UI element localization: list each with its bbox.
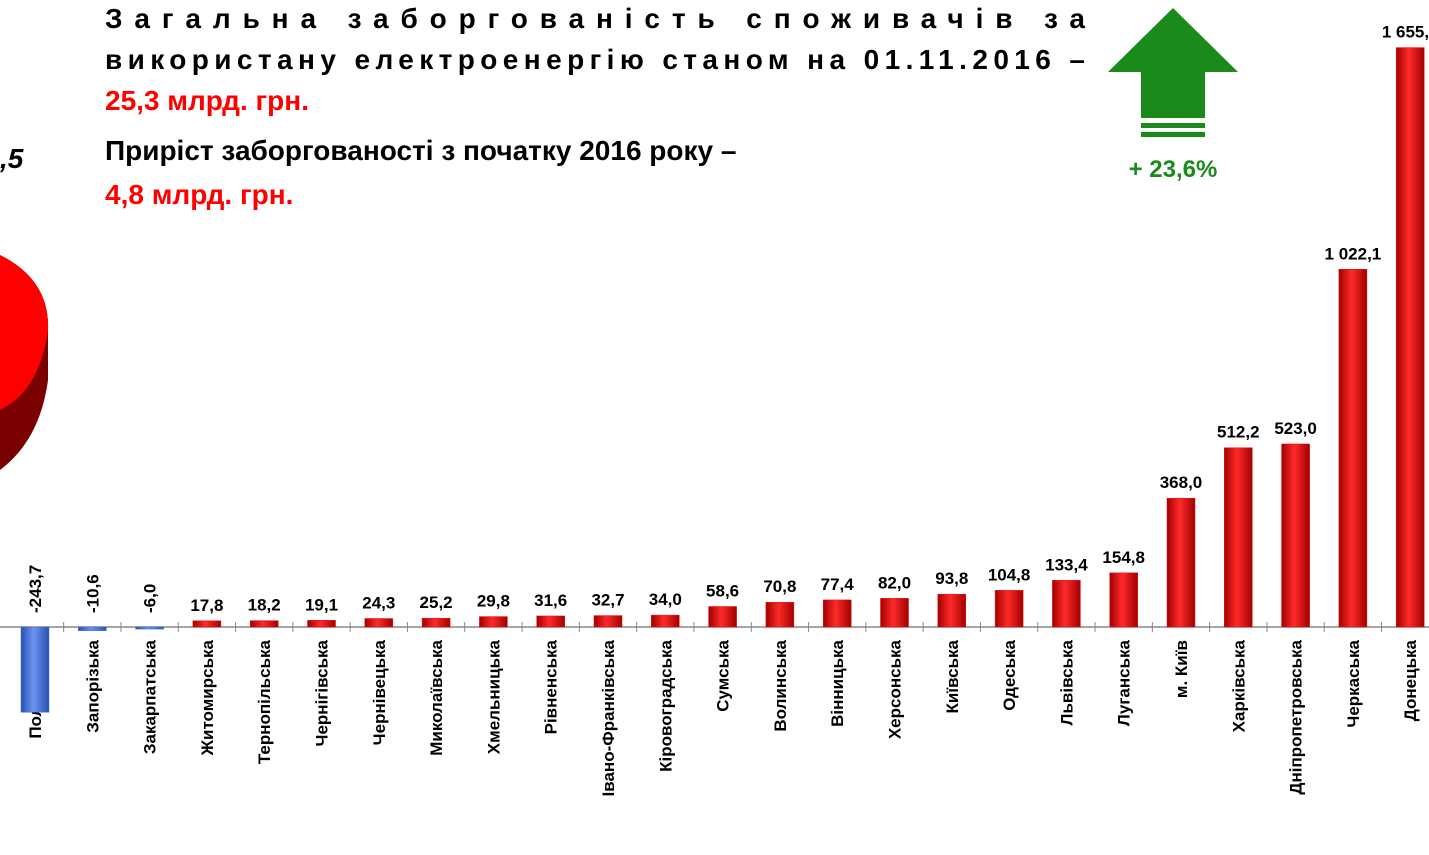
heading-line: Приріст заборгованості з початку 2016 ро… xyxy=(105,135,736,166)
bar xyxy=(192,620,222,628)
heading-growth: 4,8 млрд. грн. xyxy=(105,179,293,210)
x-tick-label: Сумська xyxy=(714,639,733,711)
value-label: 31,6 xyxy=(534,591,567,610)
value-label: 17,8 xyxy=(190,596,223,615)
value-label: 77,4 xyxy=(821,575,855,594)
x-tick-label: Черкаська xyxy=(1344,639,1363,727)
bar xyxy=(1166,497,1196,628)
value-label: 34,0 xyxy=(649,590,682,609)
bar xyxy=(1395,47,1425,628)
value-label: 523,0 xyxy=(1274,419,1317,438)
x-tick-label: Житомирська xyxy=(198,639,217,756)
value-label: 19,1 xyxy=(305,595,338,614)
bar xyxy=(822,599,852,628)
x-tick-label: Чернігівська xyxy=(313,639,332,746)
value-label: -10,6 xyxy=(83,574,102,613)
bar xyxy=(1109,572,1138,628)
x-tick-label: Кіровоградська xyxy=(656,639,675,771)
pie-fragment xyxy=(0,255,49,470)
bar xyxy=(1224,447,1253,628)
left-fragment: ,5 xyxy=(0,143,24,174)
x-tick-label: м. Київ xyxy=(1172,640,1191,698)
bar xyxy=(708,606,737,628)
x-tick-label: Тернопільська xyxy=(255,639,274,764)
x-tick-label: Івано-Франківська xyxy=(599,639,618,796)
value-label: 368,0 xyxy=(1160,473,1203,492)
bar xyxy=(479,616,508,628)
value-label: 133,4 xyxy=(1045,555,1088,574)
x-tick-label: Чернівецька xyxy=(370,639,389,745)
value-label: 32,7 xyxy=(591,591,624,610)
x-tick-label: Київська xyxy=(943,639,962,713)
growth-percent: + 23,6% xyxy=(1129,156,1218,183)
bar xyxy=(1338,269,1368,628)
x-tick-label: Хмельницька xyxy=(484,639,503,754)
value-label: 24,3 xyxy=(362,593,395,612)
bar xyxy=(307,620,336,628)
bar xyxy=(593,615,623,628)
x-tick-label: Вінницька xyxy=(828,639,847,726)
x-tick-label: Волинська xyxy=(771,639,790,731)
x-tick-label: Донецька xyxy=(1401,639,1420,721)
bar xyxy=(20,626,50,713)
bar xyxy=(135,626,164,630)
bar xyxy=(765,601,795,628)
bar xyxy=(364,618,394,628)
bar xyxy=(1052,580,1081,628)
value-label: 29,8 xyxy=(477,592,510,611)
value-label: 1 022,1 xyxy=(1325,244,1382,263)
x-tick-label: Львівська xyxy=(1057,639,1076,725)
bar xyxy=(994,590,1024,628)
x-tick-label: Дніпропетровська xyxy=(1287,639,1306,794)
value-label: 70,8 xyxy=(763,577,796,596)
value-label: 58,6 xyxy=(706,581,739,600)
bar xyxy=(880,598,909,628)
value-label: 25,2 xyxy=(420,593,453,612)
value-label: -243,7 xyxy=(26,565,45,613)
x-tick-label: Запорізька xyxy=(83,639,102,732)
x-tick-label: Одеська xyxy=(1000,639,1019,710)
value-label: -6,0 xyxy=(141,584,160,613)
x-tick-label: Закарпатська xyxy=(141,639,160,754)
bar xyxy=(536,615,565,628)
bar xyxy=(651,614,680,628)
x-tick-label: Херсонська xyxy=(886,639,905,739)
value-label: 154,8 xyxy=(1102,548,1145,567)
heading-line: Загальна заборгованість споживачів за xyxy=(105,3,1085,34)
bar xyxy=(1281,443,1310,628)
bar xyxy=(421,617,451,628)
bar xyxy=(78,626,107,631)
x-tick-label: Рівненська xyxy=(542,639,561,734)
bar xyxy=(249,620,279,628)
heading-total: 25,3 млрд. грн. xyxy=(105,85,309,116)
value-label: 93,8 xyxy=(935,569,968,588)
x-tick-label: Луганська xyxy=(1115,639,1134,726)
value-label: 104,8 xyxy=(988,565,1031,584)
x-tick-label: Миколаївська xyxy=(427,639,446,755)
value-label: 512,2 xyxy=(1217,423,1260,442)
growth-arrow xyxy=(1108,8,1238,137)
heading-line: використану електроенергію станом на 01.… xyxy=(105,44,1085,75)
x-tick-label: Харківська xyxy=(1229,639,1248,732)
value-label: 82,0 xyxy=(878,573,911,592)
value-label: 1 655,5 xyxy=(1382,23,1429,42)
value-label: 18,2 xyxy=(248,596,281,615)
bar xyxy=(937,593,967,628)
